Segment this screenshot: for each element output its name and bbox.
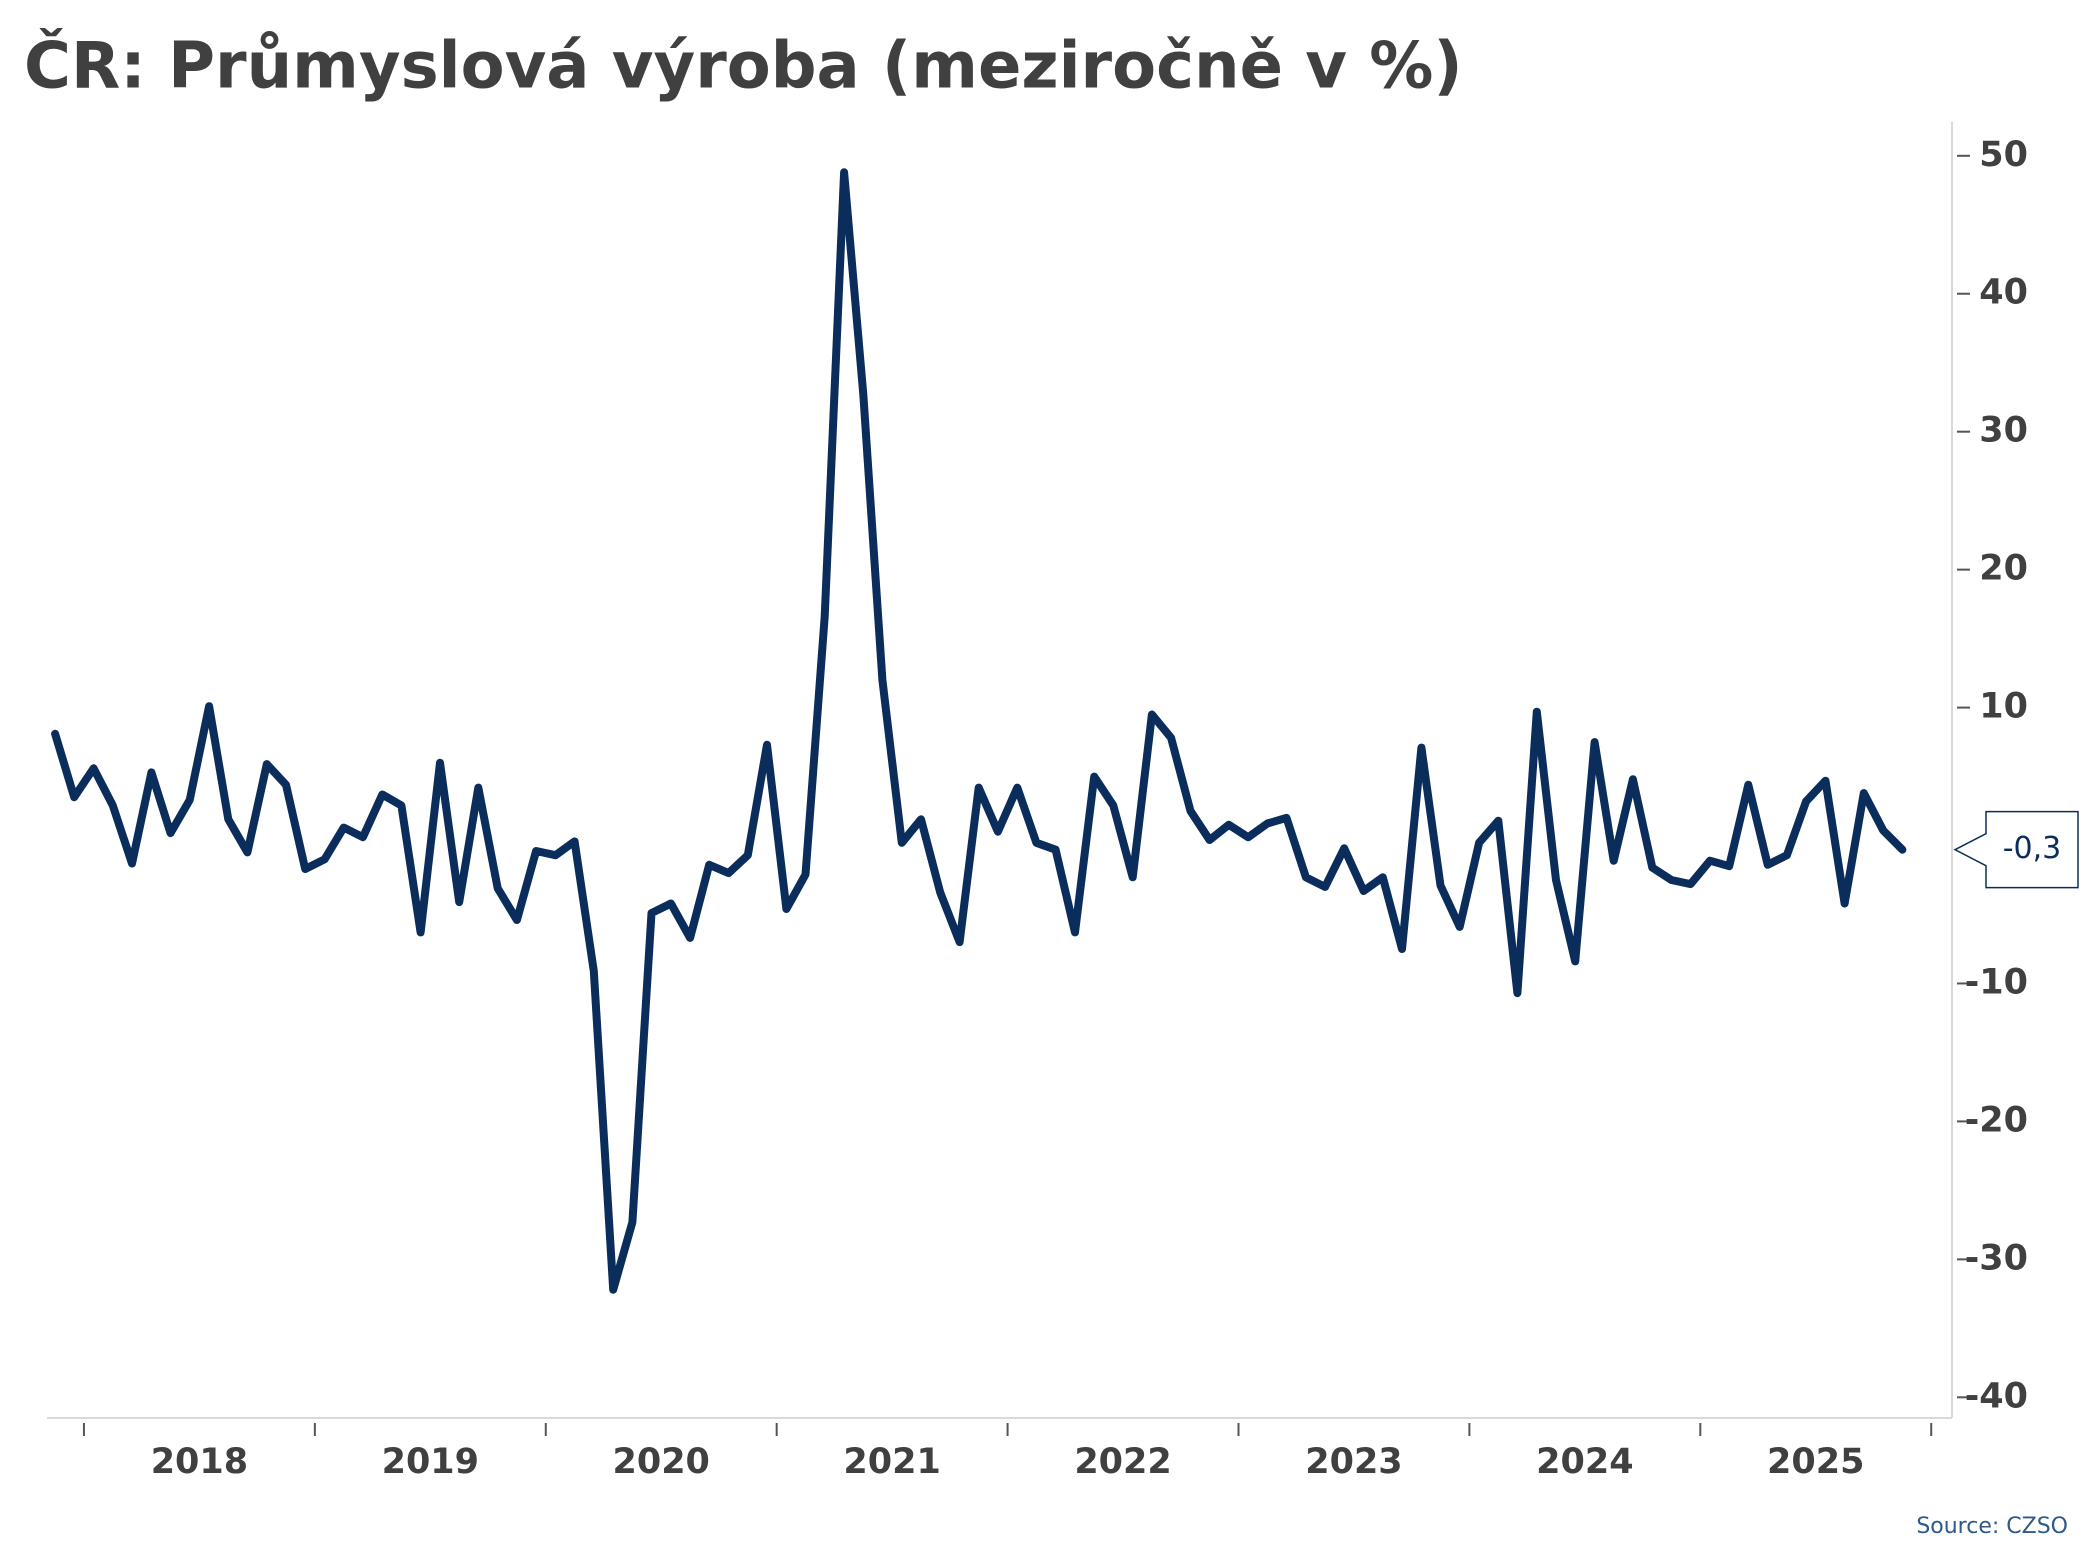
y-tick-label: -10 — [1965, 962, 2028, 1002]
y-tick-label: -40 — [1965, 1376, 2028, 1416]
y-tick-label: 20 — [1979, 549, 2028, 589]
callout-label: -0,3 — [2003, 831, 2062, 866]
y-tick-label: -30 — [1965, 1238, 2028, 1278]
x-tick-label: 2020 — [613, 1442, 710, 1482]
y-tick-label: 40 — [1979, 273, 2028, 313]
x-tick-label: 2019 — [382, 1442, 479, 1482]
x-tick-label: 2021 — [843, 1442, 940, 1482]
data-line — [51, 168, 1907, 1294]
x-tick-label: 2022 — [1074, 1442, 1171, 1482]
x-tick-label: 2025 — [1767, 1442, 1864, 1482]
y-tick-label: -20 — [1965, 1100, 2028, 1140]
y-tick-label: 30 — [1979, 411, 2028, 451]
chart-title: ČR: Průmyslová výroba (meziročně v %) — [24, 28, 1463, 104]
y-tick-label: 10 — [1979, 687, 2028, 727]
x-tick-label: 2024 — [1536, 1442, 1633, 1482]
callout-box — [1953, 810, 2079, 889]
source: Source: CZSO — [1916, 1514, 2068, 1539]
x-tick-label: 2023 — [1305, 1442, 1402, 1482]
x-tick-label: 2018 — [151, 1442, 248, 1482]
y-tick-label: 50 — [1979, 135, 2028, 175]
